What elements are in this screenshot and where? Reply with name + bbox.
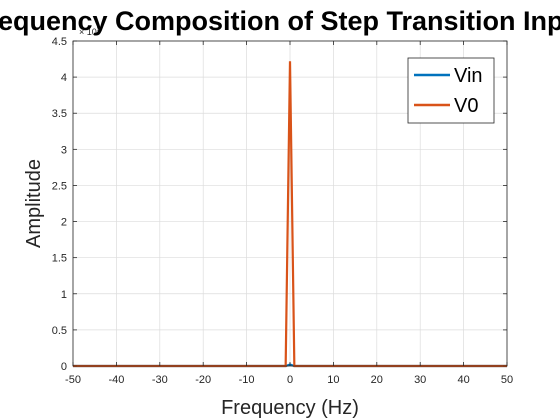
legend-box xyxy=(407,57,495,124)
x-ticks: -50 -40 -30 -20 -10 0 10 20 30 40 50 xyxy=(65,41,513,386)
y-tick-label: 2.5 xyxy=(52,180,67,192)
y-tick-label: 3 xyxy=(61,144,67,156)
x-tick-label: -40 xyxy=(108,374,124,386)
y-ticks: 0 0.5 1 1.5 2 2.5 3 3.5 4 4.5 xyxy=(52,36,507,373)
x-tick-label: -50 xyxy=(65,374,81,386)
legend: Vin V0 xyxy=(407,57,495,124)
x-tick-label: -10 xyxy=(239,374,255,386)
y-tick-label: 3.5 xyxy=(52,108,67,120)
y-tick-label: 0 xyxy=(61,361,67,373)
x-tick-label: -30 xyxy=(152,374,168,386)
y-tick-label: 1 xyxy=(61,289,67,301)
y-tick-label: 4.5 xyxy=(52,36,67,48)
y-exponent-power: 5 xyxy=(97,26,101,33)
x-axis-label: Frequency (Hz) xyxy=(221,397,359,419)
y-tick-label: 2 xyxy=(61,217,67,229)
y-tick-label: 4 xyxy=(61,72,67,84)
x-tick-label: -20 xyxy=(195,374,211,386)
x-tick-label: 0 xyxy=(287,374,293,386)
x-tick-label: 40 xyxy=(457,374,469,386)
y-tick-label: 1.5 xyxy=(52,253,67,265)
y-exponent-label: × 105 xyxy=(79,26,101,37)
x-tick-label: 10 xyxy=(327,374,339,386)
x-tick-label: 50 xyxy=(501,374,513,386)
y-axis-label: Amplitude xyxy=(23,159,45,248)
x-tick-label: 20 xyxy=(371,374,383,386)
legend-label-v0: V0 xyxy=(454,95,478,117)
y-tick-label: 0.5 xyxy=(52,325,67,337)
x-tick-label: 30 xyxy=(414,374,426,386)
legend-label-vin: Vin xyxy=(454,65,483,87)
chart-title: Frequency Composition of Step Transition… xyxy=(0,6,560,36)
y-exponent-base: × 10 xyxy=(79,27,97,37)
